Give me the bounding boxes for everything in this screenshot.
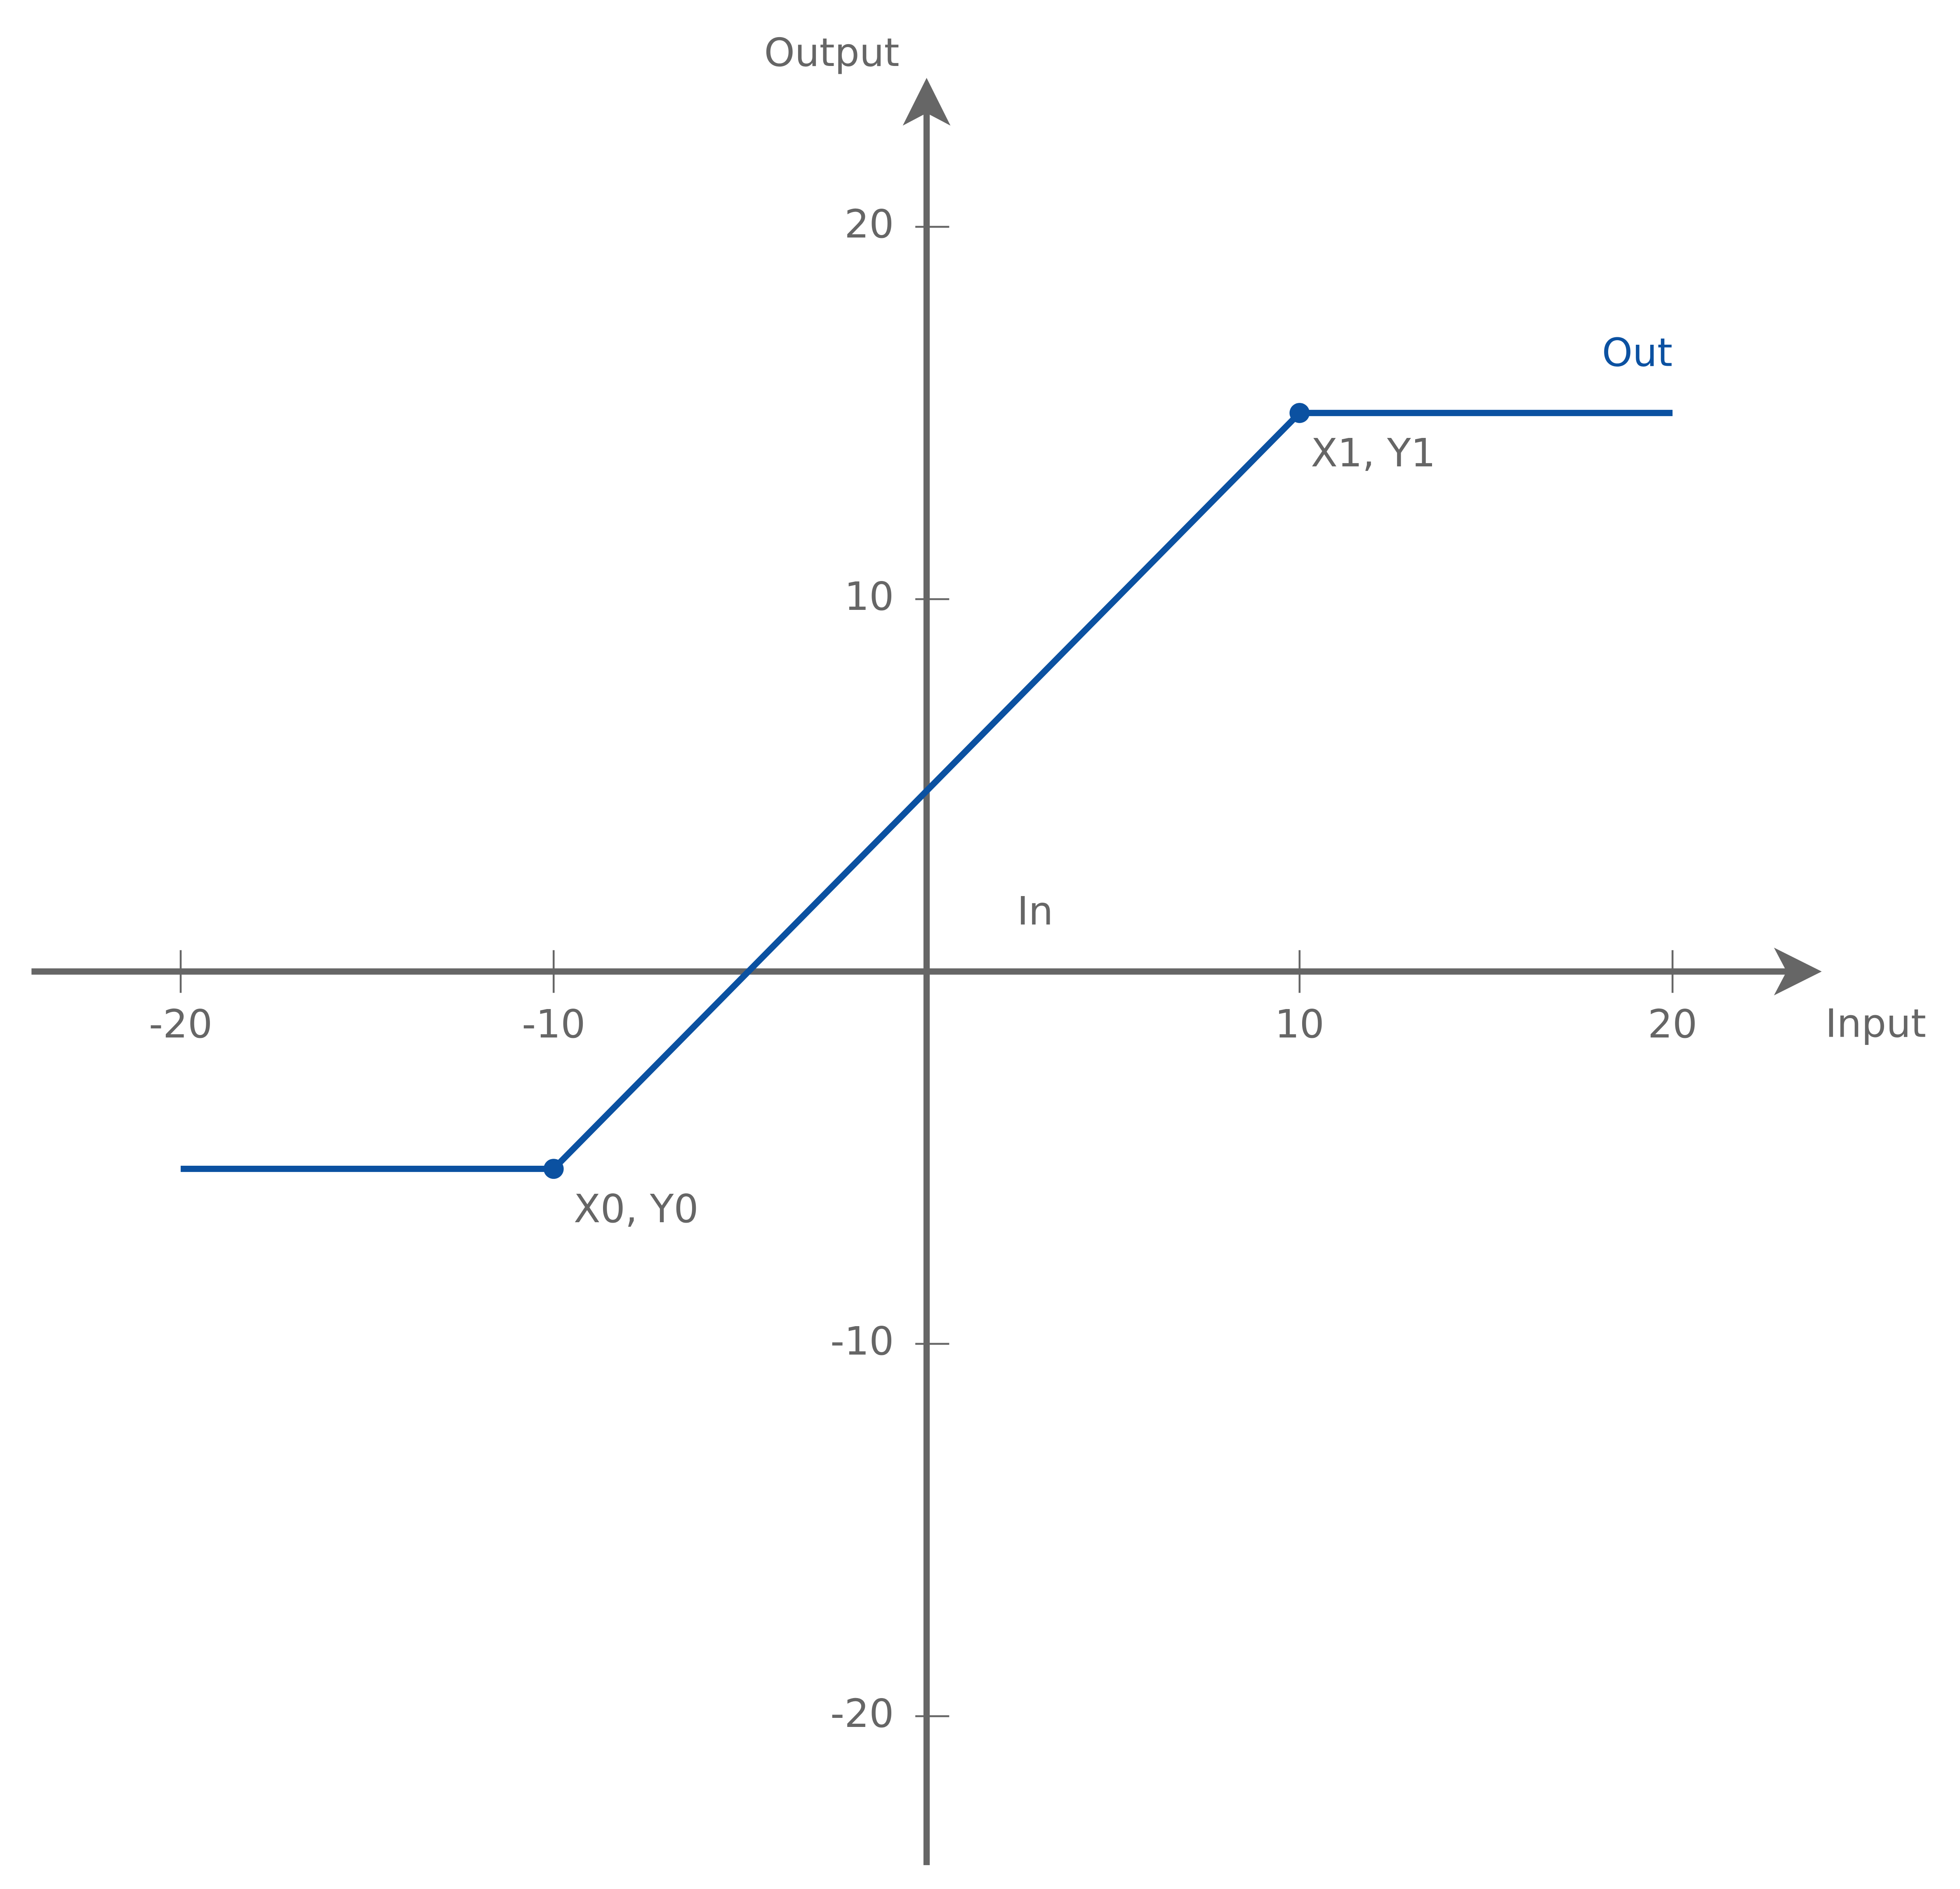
y-tick-label: 10	[844, 574, 894, 619]
x-axis-label: Input	[1825, 1001, 1926, 1046]
y-axis-arrow	[902, 78, 951, 126]
annotation: X1, Y1	[1311, 430, 1436, 476]
breakpoint	[1289, 403, 1310, 423]
y-tick-label: 20	[844, 202, 894, 247]
y-tick-label: -20	[830, 1691, 894, 1736]
annotation: In	[1017, 889, 1053, 934]
x-axis-arrow	[1774, 948, 1822, 995]
series-line	[181, 409, 1673, 1172]
x-tick-label: -20	[149, 1002, 212, 1047]
x-tick-label: 10	[1275, 1002, 1324, 1047]
breakpoint	[543, 1159, 564, 1179]
x-tick-label: 20	[1648, 1002, 1697, 1047]
y-tick-label: -10	[830, 1319, 894, 1364]
x-tick-label: -10	[522, 1002, 585, 1047]
series-label: Out	[1602, 330, 1673, 375]
y-axis-label: Output	[764, 30, 900, 75]
annotation: X0, Y0	[574, 1186, 699, 1232]
